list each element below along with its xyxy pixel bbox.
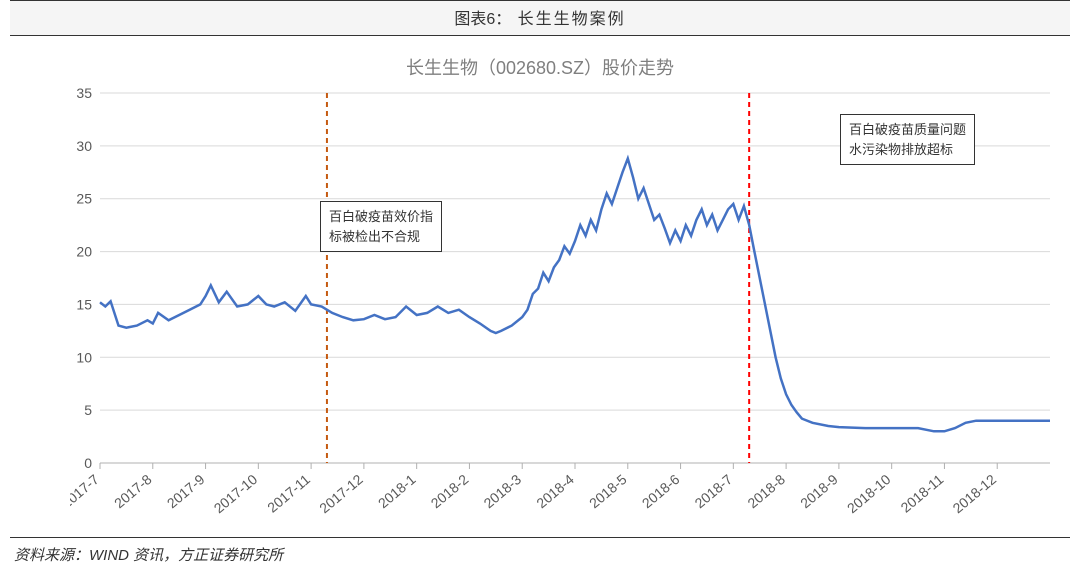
- annotation-callout: 百白破疫苗质量问题水污染物排放超标: [840, 114, 975, 165]
- svg-text:20: 20: [76, 244, 92, 260]
- svg-text:2017-11: 2017-11: [264, 471, 313, 516]
- source-citation: 资料来源：WIND 资讯，方正证券研究所: [10, 537, 1070, 565]
- svg-text:2017-8: 2017-8: [111, 471, 155, 511]
- chart-title: 长生生物（002680.SZ）股价走势: [10, 54, 1070, 80]
- svg-text:2018-10: 2018-10: [844, 471, 894, 516]
- figure-caption: 长生生物案例: [518, 11, 626, 28]
- svg-text:30: 30: [76, 138, 92, 154]
- svg-text:2017-12: 2017-12: [316, 471, 366, 516]
- figure-title-bar: 图表6： 长生生物案例: [10, 0, 1070, 36]
- svg-text:2018-1: 2018-1: [375, 471, 419, 511]
- svg-text:2017-7: 2017-7: [70, 471, 102, 511]
- svg-text:2017-9: 2017-9: [164, 471, 208, 511]
- svg-text:2018-11: 2018-11: [898, 471, 947, 516]
- svg-text:2018-12: 2018-12: [949, 471, 999, 516]
- svg-text:25: 25: [76, 191, 92, 207]
- annotation-callout: 百白破疫苗效价指标被检出不合规: [320, 201, 442, 252]
- svg-text:0: 0: [84, 455, 92, 471]
- annotation-line: 水污染物排放超标: [849, 140, 966, 160]
- figure-container: 图表6： 长生生物案例 长生生物（002680.SZ）股价走势 0 5 10 15 20…: [0, 0, 1080, 582]
- annotation-line: 百白破疫苗效价指: [329, 207, 433, 227]
- price-line: [100, 159, 1050, 432]
- svg-text:2018-6: 2018-6: [639, 471, 683, 511]
- chart-area: 051015202530352017-72017-82017-92017-102…: [70, 88, 1040, 533]
- svg-text:2017-10: 2017-10: [211, 471, 261, 516]
- svg-text:5: 5: [84, 402, 92, 418]
- svg-text:2018-9: 2018-9: [797, 471, 841, 511]
- svg-text:2018-3: 2018-3: [480, 471, 524, 511]
- figure-number: 图表6：: [454, 11, 511, 28]
- svg-text:2018-7: 2018-7: [692, 471, 736, 511]
- svg-text:15: 15: [76, 296, 92, 312]
- annotation-line: 标被检出不合规: [329, 227, 433, 247]
- svg-text:2018-2: 2018-2: [428, 471, 472, 511]
- svg-text:2018-4: 2018-4: [533, 471, 577, 511]
- svg-text:10: 10: [76, 349, 92, 365]
- svg-text:2018-5: 2018-5: [586, 471, 630, 511]
- svg-text:35: 35: [76, 88, 92, 101]
- annotation-line: 百白破疫苗质量问题: [849, 120, 966, 140]
- svg-text:2018-8: 2018-8: [744, 471, 788, 511]
